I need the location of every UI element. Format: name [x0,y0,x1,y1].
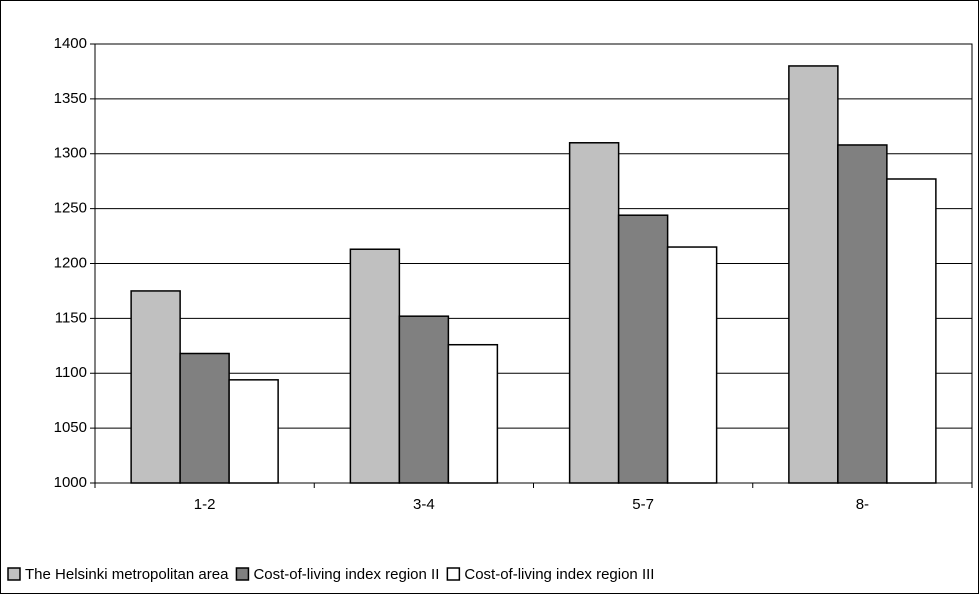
bar [228,379,279,484]
x-tick-label: 1-2 [194,496,216,513]
bar [447,343,499,484]
y-tick-label: 1300 [54,145,87,162]
y-tick-label: 1400 [54,35,87,52]
y-tick-label: 1200 [54,254,87,271]
x-tick-label: 5-7 [632,496,654,513]
y-tick-label: 1350 [54,90,87,107]
y-tick-label: 1000 [54,474,87,491]
y-tick-label: 1100 [55,364,87,381]
legend-swatch [446,567,461,581]
legend-swatch [7,567,21,581]
legend-swatch [235,567,250,581]
bar [349,248,401,484]
legend-label: The Helsinki metropolitan area [25,566,229,583]
legend-label: Cost-of-living index region II [253,566,439,583]
x-tick-label: 3-4 [413,496,435,513]
y-tick-label: 1050 [54,419,87,436]
bar [398,315,450,484]
y-tick-label: 1150 [55,309,87,326]
bar [179,352,230,484]
x-tick-label: 8- [856,496,869,513]
legend-label: Cost-of-living index region III [464,566,654,583]
bar [130,290,181,484]
bar [568,142,620,484]
bar [886,178,937,484]
bar [617,214,669,484]
bar [837,144,888,484]
bar [788,65,839,484]
y-tick-label: 1250 [54,200,87,217]
bar [666,246,718,484]
